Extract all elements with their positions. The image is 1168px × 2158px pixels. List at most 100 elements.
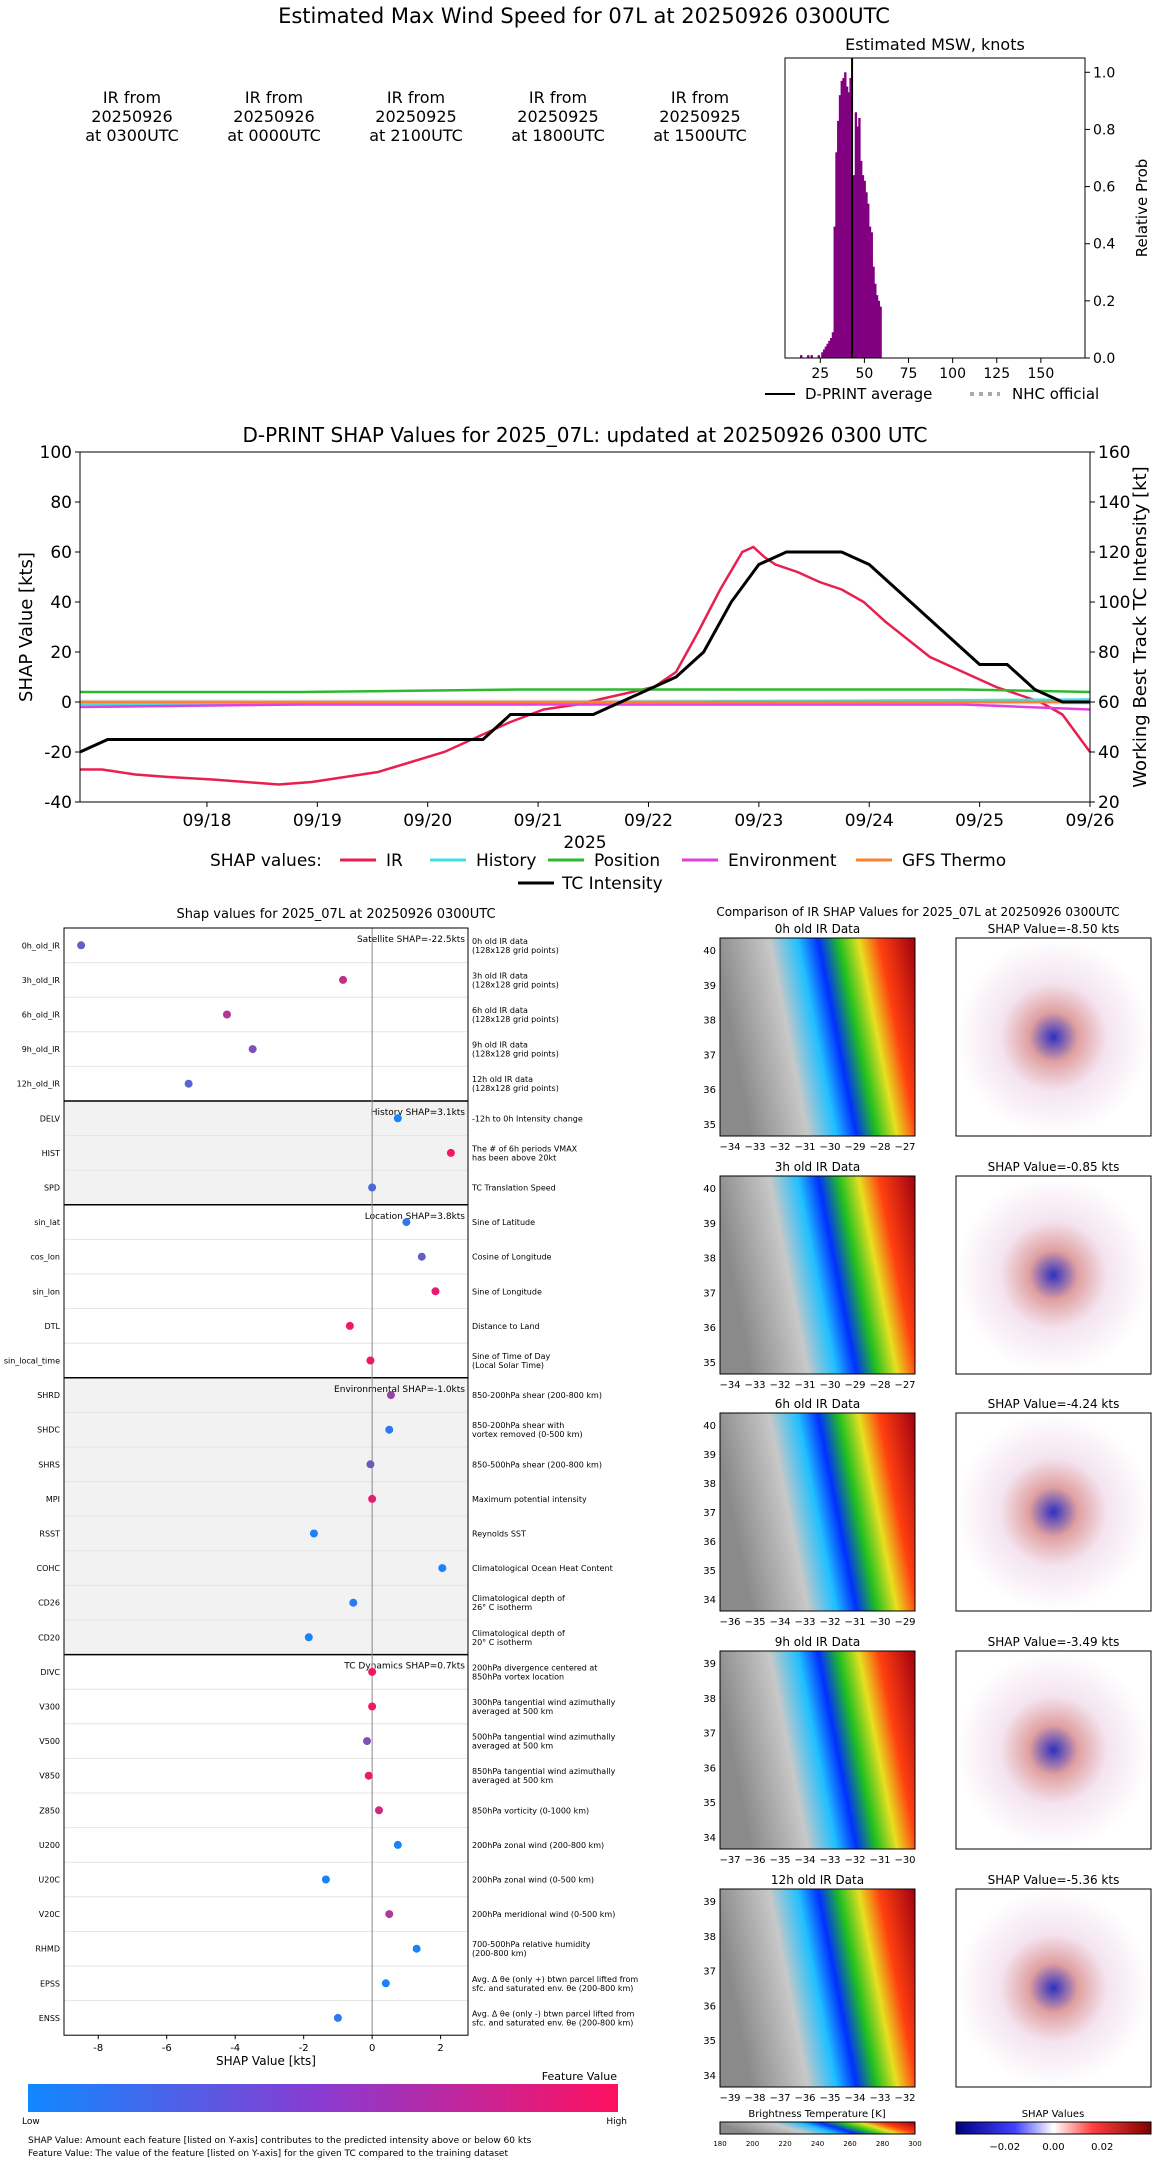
feature-description: 12h old IR data: [472, 1075, 533, 1084]
group-label: TC Dynamics SHAP=0.7kts: [343, 1662, 465, 1672]
histogram-bar: [879, 306, 882, 358]
feature-label: EPSS: [40, 1979, 60, 1988]
histogram-bar: [858, 118, 861, 358]
feature-point: [248, 1045, 257, 1054]
histogram-bar: [842, 78, 845, 358]
feature-description: 200hPa zonal wind (200-800 km): [472, 1841, 604, 1850]
ir-ytick-label: 39: [703, 1659, 716, 1670]
feature-description: -12h to 0h Intensity change: [472, 1114, 583, 1123]
ir-ytick-label: 39: [703, 1450, 716, 1461]
shap-panel-title: SHAP Value=-4.24 kts: [988, 1397, 1120, 1411]
ir-panel-title: 6h old IR Data: [775, 1397, 861, 1411]
feature-description: 850-200hPa shear (200-800 km): [472, 1391, 602, 1400]
feature-description: sfc. and saturated env. θe (200-800 km): [472, 2018, 633, 2027]
shap-panel-frame: [955, 1650, 1152, 1850]
right-ytick-label: 80: [1098, 643, 1120, 663]
bt-tick-label: 300: [908, 2140, 921, 2148]
ir-ytick-label: 36: [703, 2001, 716, 2012]
ir-comparison-panels: Comparison of IR SHAP Values for 2025_07…: [703, 905, 1152, 2153]
group-label: History SHAP=3.1kts: [371, 1108, 466, 1118]
bt-tick-label: 220: [778, 2140, 791, 2148]
ir-ytick-label: 37: [703, 1729, 716, 1740]
ir-ytick-label: 40: [703, 946, 716, 957]
ir-xtick-label: −29: [844, 1380, 865, 1391]
feature-label: cos_lon: [30, 1253, 60, 1262]
ir-panel-title: 3h old IR Data: [775, 1160, 861, 1174]
histogram-bar: [875, 295, 879, 358]
ir-panel-image: [720, 1889, 915, 2087]
series-line-position: [80, 688, 1091, 694]
ir-xtick-label: −30: [869, 1617, 890, 1628]
left-ytick-label: 0: [61, 693, 72, 713]
histogram-xtick-label: 50: [855, 366, 873, 382]
ir-xtick-label: −31: [794, 1142, 815, 1153]
ir-ytick-label: 37: [703, 1288, 716, 1299]
shap-tick-label: 0.02: [1091, 2142, 1113, 2153]
feature-point: [417, 1252, 426, 1261]
shap-panel-frame: [955, 1412, 1152, 1612]
histogram-bar: [854, 112, 858, 359]
feature-point: [333, 2013, 342, 2022]
xtick-label: 09/22: [624, 811, 673, 831]
histogram-bar: [840, 80, 843, 358]
feature-point: [349, 1598, 358, 1607]
feature-label: RSST: [39, 1530, 60, 1539]
histogram-bar: [838, 95, 842, 359]
group-label: Satellite SHAP=-22.5kts: [357, 935, 465, 945]
feature-point: [309, 1529, 318, 1538]
ir-ytick-label: 38: [703, 1254, 716, 1265]
ir-ytick-label: 34: [703, 1595, 716, 1606]
feature-description: (128x128 grid points): [472, 1084, 559, 1093]
shap-panel-title: SHAP Value=-0.85 kts: [988, 1160, 1120, 1174]
ir-thumb-caption-4: at 1800UTC: [511, 126, 605, 145]
left-ytick-label: 60: [50, 543, 72, 563]
feature-label: U200: [39, 1841, 60, 1850]
shap-tick-label: −0.02: [989, 2142, 1020, 2153]
right-ytick-label: 40: [1098, 743, 1120, 763]
feature-description: sfc. and saturated env. θe (200-800 km): [472, 1984, 633, 1993]
legend-label: Position: [594, 851, 660, 871]
feature-point: [368, 1667, 377, 1676]
ir-xtick-label: −27: [894, 1380, 915, 1391]
ir-xtick-label: −35: [819, 2093, 840, 2104]
legend-title: SHAP values:: [210, 851, 322, 871]
feature-description: 850-500hPa shear (200-800 km): [472, 1460, 602, 1469]
feature-point: [304, 1633, 313, 1642]
feature-point: [345, 1321, 354, 1330]
feature-description: (128x128 grid points): [472, 1015, 559, 1024]
shap-panel-frame: [955, 937, 1152, 1137]
right-ytick-label: 120: [1098, 543, 1130, 563]
feature-label: Z850: [39, 1806, 60, 1815]
feature-value-note: Feature Value: The value of the feature …: [28, 2149, 508, 2158]
histogram-xtick-label: 125: [983, 366, 1010, 382]
bt-colorbar-label: Brightness Temperature [K]: [748, 2109, 885, 2120]
ir-xtick-label: −32: [819, 1617, 840, 1628]
histogram-bar: [874, 283, 877, 358]
shap-colorbar-label: SHAP Values: [1022, 2109, 1085, 2120]
feature-point: [184, 1079, 193, 1088]
ir-ytick-label: 35: [703, 1120, 716, 1131]
feature-point: [393, 1114, 402, 1123]
feature-label: V850: [39, 1772, 60, 1781]
histogram-bar: [826, 343, 829, 358]
feature-label: RHMD: [35, 1945, 60, 1954]
feature-label: V500: [39, 1737, 60, 1746]
feature-point: [412, 1944, 421, 1953]
shap-panel-title: SHAP Value=-3.49 kts: [988, 1635, 1120, 1649]
feature-description: Cosine of Longitude: [472, 1253, 552, 1262]
feature-description: (200-800 km): [472, 1949, 527, 1958]
ir-panel-image: [720, 1413, 915, 1611]
feature-label: sin_lon: [32, 1287, 60, 1296]
histogram-bar: [870, 232, 873, 358]
histogram-xtick-label: 150: [1028, 366, 1055, 382]
ir-xtick-label: −33: [869, 2093, 890, 2104]
feature-description: Reynolds SST: [472, 1530, 526, 1539]
ir-ytick-label: 34: [703, 1833, 716, 1844]
histogram-bar: [845, 86, 849, 359]
ir-ytick-label: 37: [703, 1967, 716, 1978]
histogram-ytick-label: 0.2: [1093, 294, 1115, 310]
histogram-title: Estimated MSW, knots: [845, 35, 1025, 54]
histogram-bar: [860, 160, 863, 358]
shap-note: SHAP Value: Amount each feature [listed …: [28, 2136, 532, 2146]
histogram-bar: [828, 340, 831, 358]
